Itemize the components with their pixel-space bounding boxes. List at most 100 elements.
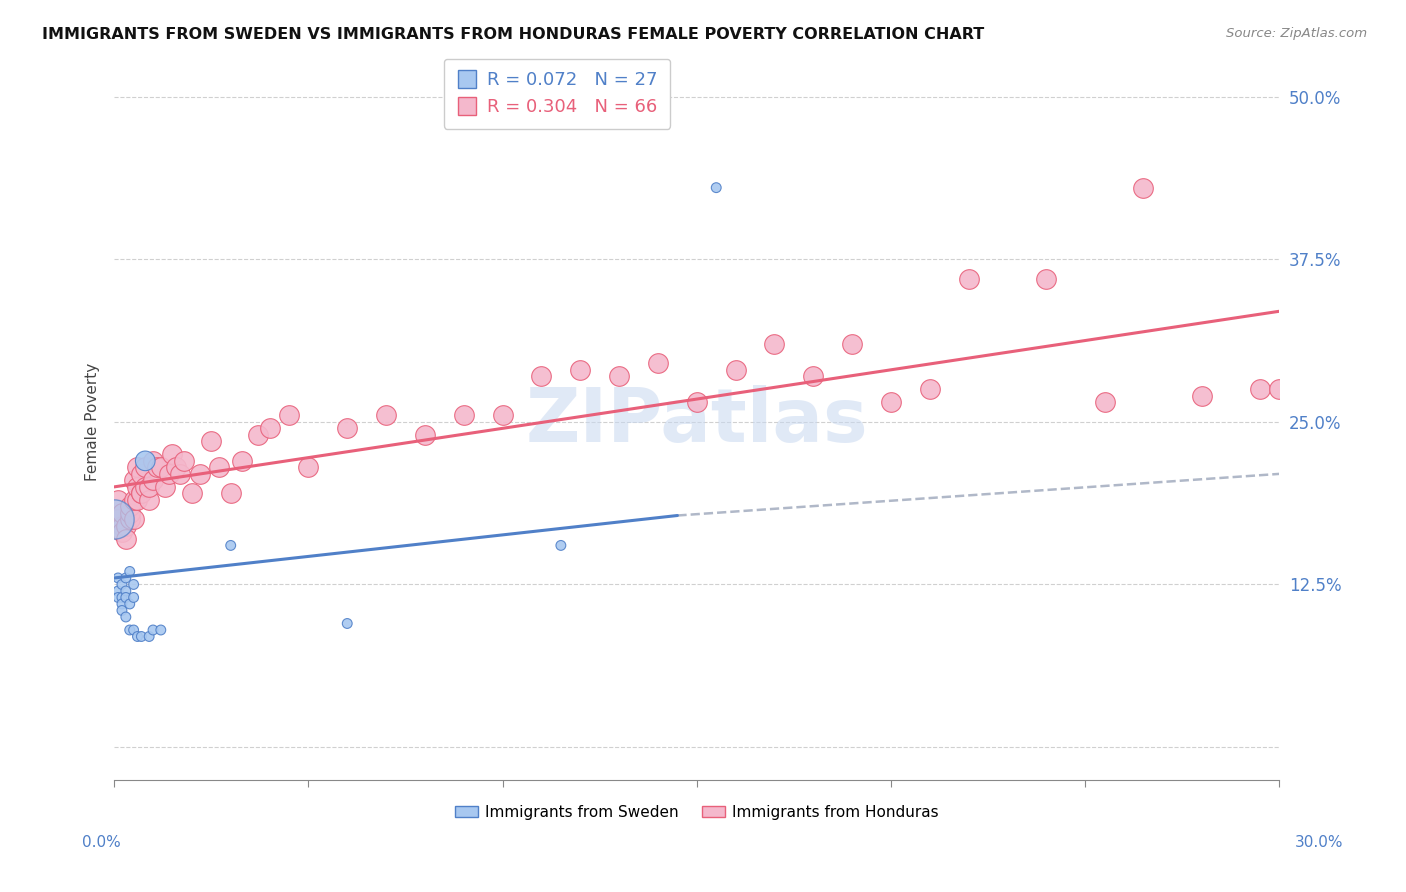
- Point: [157, 467, 180, 481]
- Point: [149, 460, 172, 475]
- Point: [107, 571, 129, 585]
- Point: [173, 454, 195, 468]
- Point: [297, 460, 319, 475]
- Point: [127, 460, 149, 475]
- Point: [115, 591, 138, 605]
- Text: 0.0%: 0.0%: [82, 836, 121, 850]
- Point: [278, 409, 301, 423]
- Text: IMMIGRANTS FROM SWEDEN VS IMMIGRANTS FROM HONDURAS FEMALE POVERTY CORRELATION CH: IMMIGRANTS FROM SWEDEN VS IMMIGRANTS FRO…: [42, 27, 984, 42]
- Point: [107, 591, 129, 605]
- Point: [111, 591, 134, 605]
- Point: [647, 356, 669, 370]
- Point: [724, 363, 747, 377]
- Point: [131, 486, 153, 500]
- Point: [115, 584, 138, 599]
- Point: [118, 500, 141, 514]
- Point: [138, 630, 160, 644]
- Point: [1249, 382, 1271, 396]
- Point: [1268, 382, 1291, 396]
- Point: [336, 421, 359, 435]
- Point: [491, 409, 513, 423]
- Point: [208, 460, 231, 475]
- Point: [1191, 389, 1213, 403]
- Point: [111, 577, 134, 591]
- Point: [231, 454, 253, 468]
- Text: Source: ZipAtlas.com: Source: ZipAtlas.com: [1226, 27, 1367, 40]
- Point: [118, 565, 141, 579]
- Point: [115, 519, 138, 533]
- Point: [134, 480, 156, 494]
- Point: [259, 421, 281, 435]
- Point: [219, 538, 242, 552]
- Point: [336, 616, 359, 631]
- Point: [841, 336, 863, 351]
- Point: [118, 597, 141, 611]
- Point: [550, 538, 572, 552]
- Point: [169, 467, 191, 481]
- Point: [375, 409, 398, 423]
- Point: [118, 506, 141, 520]
- Point: [131, 467, 153, 481]
- Point: [138, 480, 160, 494]
- Point: [1132, 180, 1154, 194]
- Text: 30.0%: 30.0%: [1295, 836, 1343, 850]
- Point: [142, 474, 165, 488]
- Point: [134, 460, 156, 475]
- Point: [103, 512, 125, 526]
- Point: [1035, 271, 1057, 285]
- Point: [530, 369, 553, 384]
- Point: [453, 409, 475, 423]
- Point: [107, 584, 129, 599]
- Point: [142, 454, 165, 468]
- Point: [180, 486, 202, 500]
- Point: [162, 447, 184, 461]
- Point: [607, 369, 630, 384]
- Point: [131, 630, 153, 644]
- Point: [111, 525, 134, 540]
- Point: [219, 486, 242, 500]
- Point: [149, 623, 172, 637]
- Point: [127, 630, 149, 644]
- Point: [122, 591, 145, 605]
- Point: [165, 460, 187, 475]
- Point: [413, 427, 436, 442]
- Point: [118, 623, 141, 637]
- Y-axis label: Female Poverty: Female Poverty: [86, 363, 100, 481]
- Point: [704, 180, 727, 194]
- Text: ZIPatlas: ZIPatlas: [526, 385, 868, 458]
- Point: [122, 577, 145, 591]
- Point: [115, 610, 138, 624]
- Point: [880, 395, 903, 409]
- Point: [686, 395, 709, 409]
- Point: [957, 271, 980, 285]
- Legend: Immigrants from Sweden, Immigrants from Honduras: Immigrants from Sweden, Immigrants from …: [449, 798, 945, 826]
- Point: [122, 623, 145, 637]
- Point: [115, 532, 138, 546]
- Point: [118, 512, 141, 526]
- Point: [801, 369, 824, 384]
- Point: [122, 512, 145, 526]
- Point: [246, 427, 269, 442]
- Point: [111, 603, 134, 617]
- Point: [569, 363, 592, 377]
- Point: [1094, 395, 1116, 409]
- Point: [122, 474, 145, 488]
- Point: [111, 506, 134, 520]
- Point: [127, 492, 149, 507]
- Point: [918, 382, 941, 396]
- Point: [127, 480, 149, 494]
- Point: [146, 460, 169, 475]
- Point: [134, 454, 156, 468]
- Point: [107, 492, 129, 507]
- Point: [115, 571, 138, 585]
- Point: [200, 434, 222, 449]
- Point: [111, 597, 134, 611]
- Point: [153, 480, 176, 494]
- Point: [763, 336, 786, 351]
- Point: [142, 623, 165, 637]
- Point: [111, 519, 134, 533]
- Point: [107, 512, 129, 526]
- Point: [188, 467, 211, 481]
- Point: [131, 486, 153, 500]
- Point: [138, 492, 160, 507]
